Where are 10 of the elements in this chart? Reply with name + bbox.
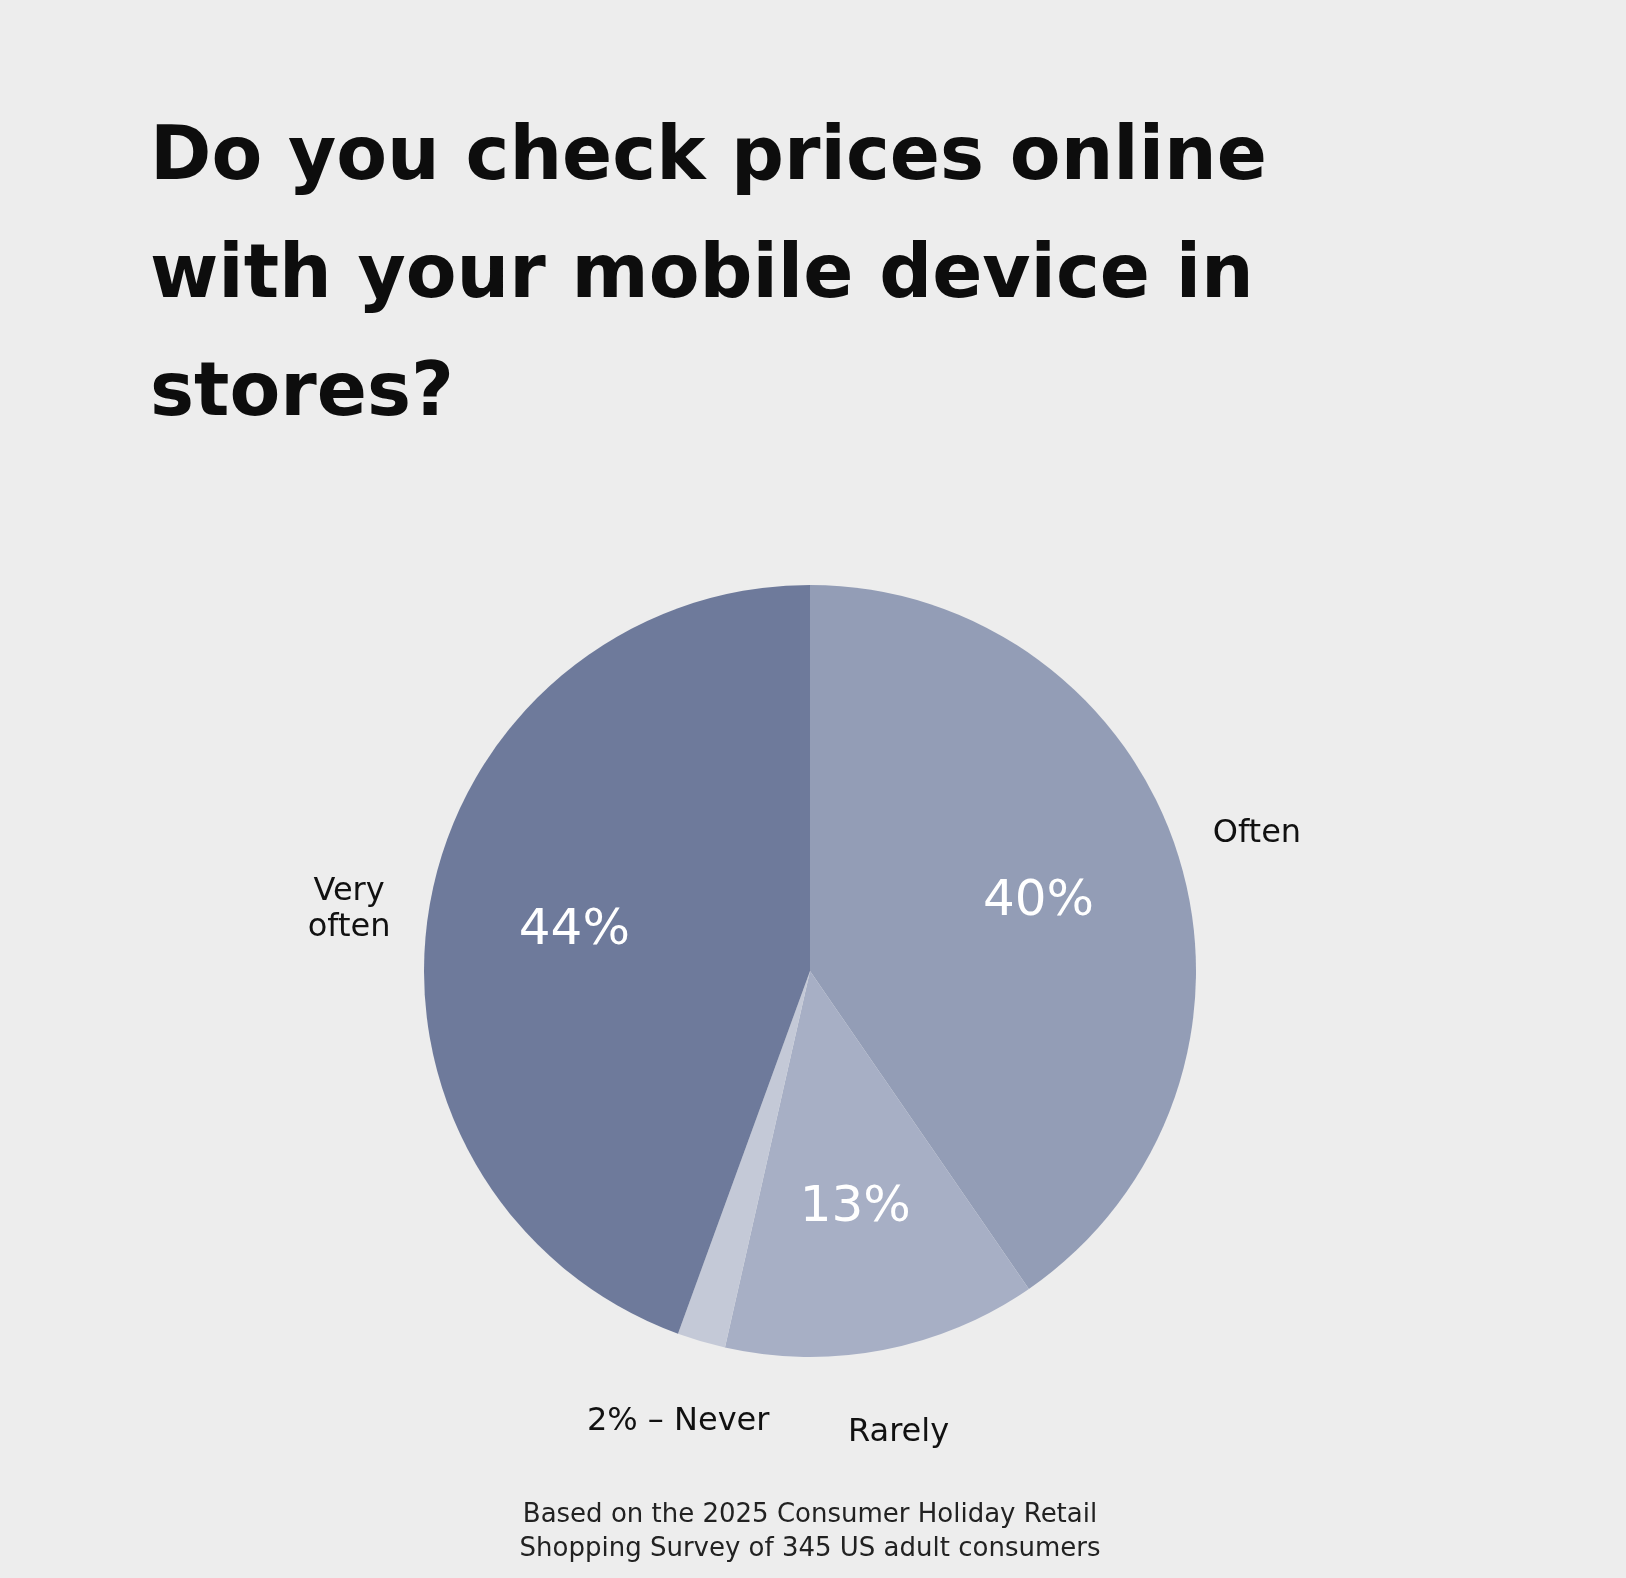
slice-label: Rarely bbox=[848, 1410, 950, 1449]
data-label: 13% bbox=[799, 1175, 911, 1233]
slice-label: 2% – Never bbox=[586, 1400, 771, 1439]
slice-label: Often bbox=[1212, 812, 1302, 851]
chart-title: Do you check prices online with your mobile device in stores? bbox=[150, 110, 1267, 432]
pie-slice bbox=[724, 971, 1029, 1357]
data-label: 44% bbox=[518, 898, 630, 957]
text: Based on the 2025 Consumer Holiday Retail Shopping Survey of 345 US adult consumers bbox=[519, 1498, 1101, 1562]
data-label: 40% bbox=[982, 868, 1095, 927]
slice-label: Very often bbox=[307, 869, 391, 944]
